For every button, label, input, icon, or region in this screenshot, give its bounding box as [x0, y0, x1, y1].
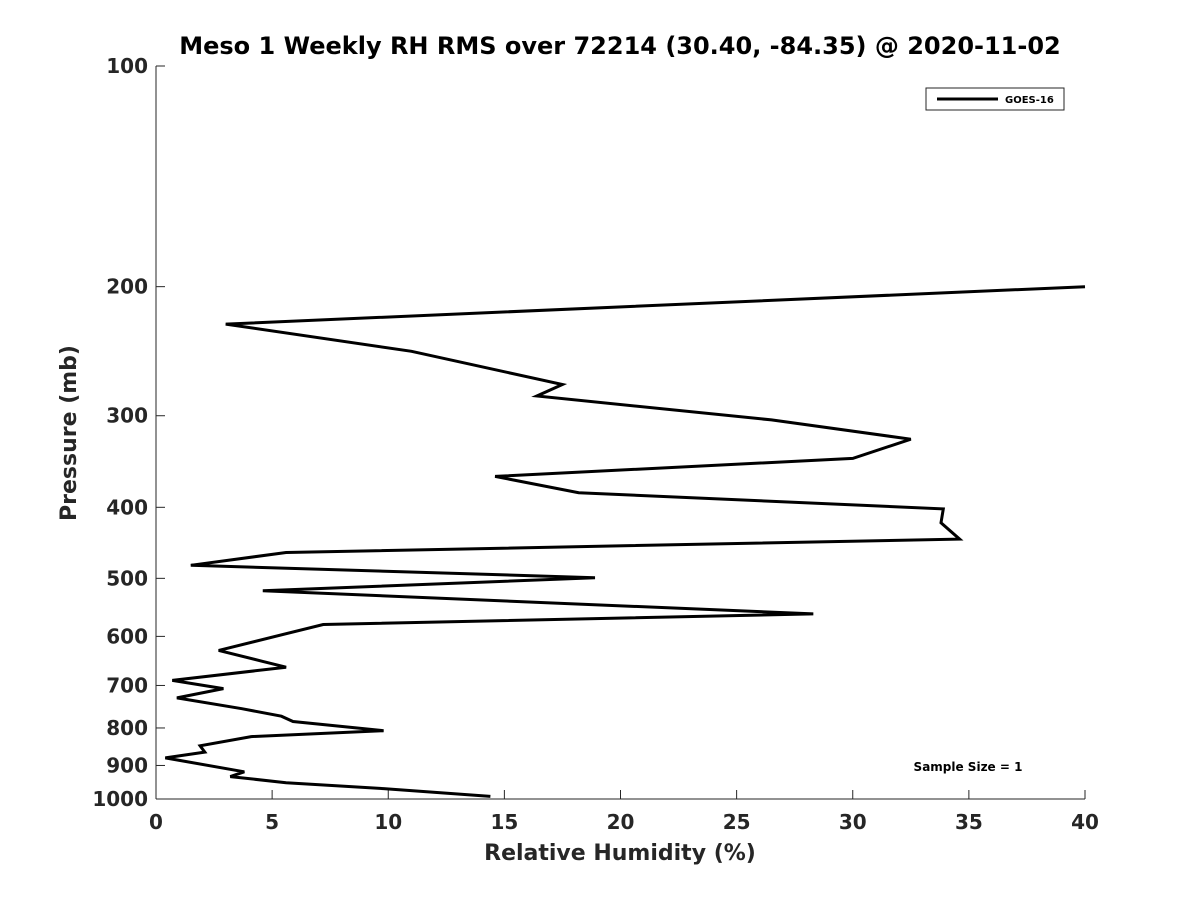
- y-tick-label: 900: [106, 753, 148, 777]
- y-tick-label: 500: [106, 566, 148, 590]
- x-tick-label: 10: [374, 810, 402, 834]
- sample-size-annotation: Sample Size = 1: [914, 760, 1023, 774]
- y-axis-label: Pressure (mb): [57, 345, 82, 521]
- y-tick-label: 200: [106, 275, 148, 299]
- y-tick-label: 400: [106, 495, 148, 519]
- plot-area: 0 5 10 15 20 25 30 35 40 100 200 300 400 500 600 700 800…: [92, 54, 1099, 834]
- x-tick-label: 0: [149, 810, 163, 834]
- y-tick-label: 300: [106, 404, 148, 428]
- chart-title: Meso 1 Weekly RH RMS over 72214 (30.40, …: [179, 32, 1061, 60]
- series-line-goes-16: [165, 285, 1086, 798]
- x-tick-label: 20: [607, 810, 635, 834]
- y-tick-label: 700: [106, 673, 148, 697]
- x-tick-label: 5: [265, 810, 279, 834]
- x-tick-label: 40: [1071, 810, 1099, 834]
- y-tick-label: 800: [106, 716, 148, 740]
- x-axis-label: Relative Humidity (%): [484, 841, 756, 866]
- x-tick-label: 30: [839, 810, 867, 834]
- y-tick-label: 1000: [92, 787, 148, 811]
- x-tick-label: 35: [955, 810, 983, 834]
- legend-label-goes-16: GOES-16: [1005, 95, 1054, 106]
- x-tick-label: 25: [723, 810, 751, 834]
- y-tick-label: 100: [106, 54, 148, 78]
- x-tick-label: 15: [490, 810, 518, 834]
- y-tick-label: 600: [106, 624, 148, 648]
